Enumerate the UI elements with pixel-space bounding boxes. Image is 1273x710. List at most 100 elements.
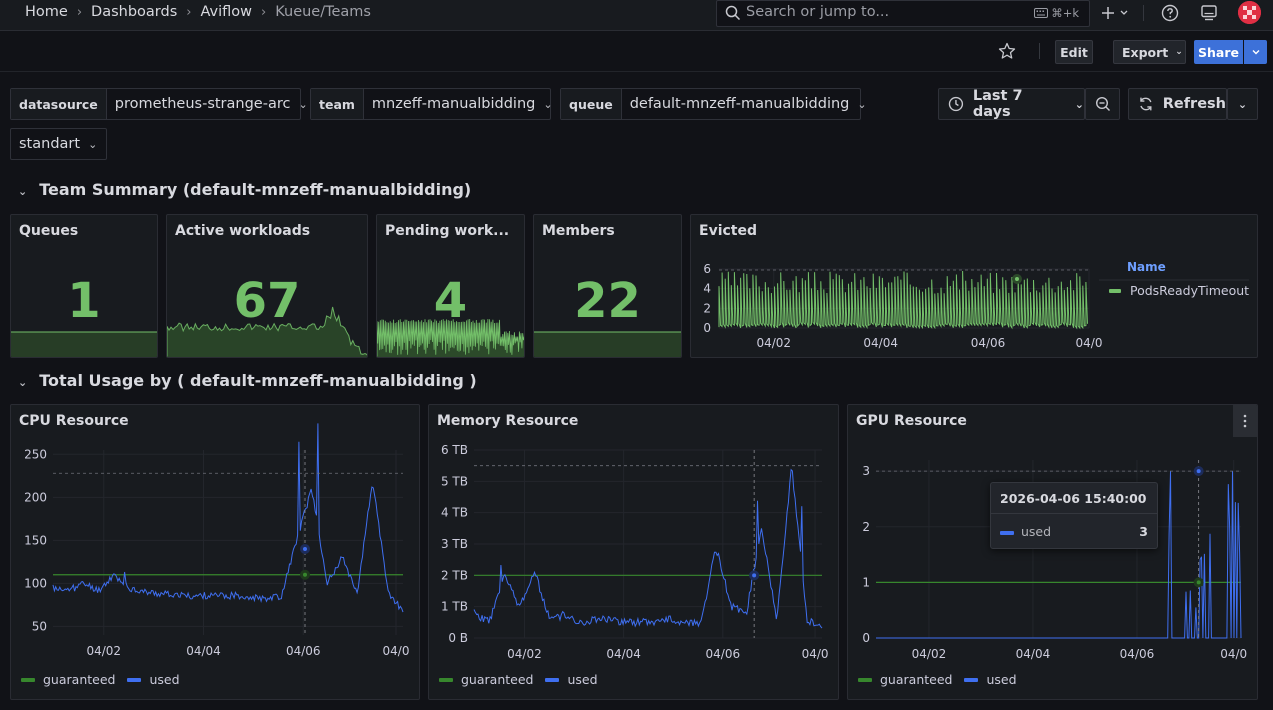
y-tick-label: 2 — [862, 520, 870, 534]
breadcrumb-home[interactable]: Home — [25, 4, 68, 20]
news-button[interactable] — [1200, 4, 1218, 26]
chevron-down-icon: ⌄ — [1175, 47, 1183, 57]
star-button[interactable] — [998, 42, 1016, 64]
legend-label: guaranteed — [43, 672, 116, 687]
x-tick-label: 04/04 — [186, 644, 221, 658]
x-tick-label: 04/0 — [802, 647, 829, 661]
more-vertical-icon — [1243, 414, 1247, 428]
panel-menu-button[interactable] — [1233, 405, 1257, 437]
panel-pending-workloads[interactable]: Pending work... 4 — [376, 214, 525, 358]
variable-value: prometheus-strange-arc — [114, 96, 291, 112]
help-button[interactable] — [1161, 4, 1179, 26]
export-label: Export — [1122, 44, 1169, 60]
legend-item-podsreadytimeout[interactable]: PodsReadyTimeout — [1130, 283, 1249, 298]
refresh-button[interactable]: Refresh — [1128, 88, 1227, 120]
refresh-interval-button[interactable]: ⌄ — [1227, 88, 1258, 120]
sparkline-area — [377, 318, 524, 357]
panel-title: Evicted — [699, 223, 757, 239]
chevron-down-icon: ⌄ — [88, 137, 98, 151]
panel-queues[interactable]: Queues 1 — [10, 214, 158, 358]
panel-memory-resource[interactable]: Memory Resource 0 B 1 TB 2 TB 3 TB 4 TB 5 TB 6… — [428, 404, 839, 700]
legend-swatch — [545, 677, 560, 682]
panel-gpu-resource[interactable]: GPU Resource 0 1 2 3 04/02 04/04 04/06 04/0 gua… — [847, 404, 1258, 700]
panel-cpu-resource[interactable]: CPU Resource 50 100 150 200 250 04/02 04/04 04/… — [10, 404, 420, 700]
tooltip-value: 3 — [1139, 524, 1148, 539]
legend-label: used — [149, 672, 180, 687]
panel-title: Active workloads — [175, 223, 311, 239]
variable-datasource[interactable]: datasource prometheus-strange-arc ⌄ — [10, 88, 308, 120]
x-tick-label: 04/0 — [383, 644, 410, 658]
panel-members[interactable]: Members 22 — [533, 214, 682, 358]
chevron-down-icon: ⌄ — [18, 376, 28, 389]
time-range-picker[interactable]: Last 7 days ⌄ — [938, 88, 1085, 120]
x-tick-label: 04/06 — [971, 336, 1006, 350]
x-tick-label: 04/0 — [1220, 647, 1247, 661]
chevron-down-icon — [1252, 50, 1259, 55]
x-tick-label: 04/02 — [86, 644, 121, 658]
y-tick-label: 5 TB — [441, 474, 468, 488]
time-range-label: Last 7 days — [972, 88, 1023, 120]
y-tick-label: 250 — [24, 447, 47, 461]
panel-title: Pending work... — [385, 223, 510, 239]
chevron-down-icon: ⌄ — [543, 97, 553, 111]
refresh-label: Refresh — [1162, 96, 1226, 112]
chevron-down-icon: ⌄ — [1074, 97, 1084, 111]
chart-tooltip: 2026-04-06 15:40:00 used 3 — [990, 482, 1158, 549]
x-tick-label: 04/06 — [286, 644, 321, 658]
legend-item-guaranteed[interactable]: guaranteed — [21, 672, 115, 687]
zoom-out-button[interactable] — [1085, 88, 1120, 120]
y-tick-label: 6 — [703, 262, 711, 276]
panel-active-workloads[interactable]: Active workloads 67 — [166, 214, 368, 358]
clock-icon — [948, 96, 964, 112]
toolbar-divider — [1039, 43, 1040, 59]
y-tick-label: 0 B — [448, 631, 468, 645]
panel-evicted[interactable]: Evicted 0 2 4 6 04/02 04/04 04/06 04/0 Name Pod… — [690, 214, 1258, 358]
y-tick-label: 100 — [24, 576, 47, 590]
legend-item-guaranteed[interactable]: guaranteed — [858, 672, 952, 687]
variable-value: mnzeff-manualbidding — [371, 96, 536, 112]
share-button[interactable]: Share — [1194, 40, 1243, 64]
hover-point — [1193, 466, 1204, 477]
legend-item-used[interactable]: used — [964, 672, 1017, 687]
shortcut-text: ⌘+k — [1051, 6, 1079, 20]
variable-queue[interactable]: queue default-mnzeff-manualbidding ⌄ — [560, 88, 867, 120]
search-bar[interactable]: Search or jump to... ⌘+k — [716, 0, 1090, 27]
user-avatar[interactable] — [1238, 1, 1261, 24]
add-new-button[interactable] — [1101, 4, 1131, 26]
variable-team[interactable]: team mnzeff-manualbidding ⌄ — [310, 88, 553, 120]
variable-standart[interactable]: standart ⌄ — [10, 128, 107, 160]
legend-item-used[interactable]: used — [127, 672, 180, 687]
x-tick-label: 04/04 — [863, 336, 898, 350]
stat-value: 4 — [433, 273, 468, 329]
row-team-summary[interactable]: ⌄ Team Summary (default-mnzeff-manualbidd… — [18, 180, 471, 199]
sparkline — [377, 318, 524, 357]
x-tick-label: 04/02 — [912, 647, 947, 661]
legend-swatch — [439, 677, 453, 682]
variable-value: default-mnzeff-manualbidding — [629, 96, 850, 112]
edit-button[interactable]: Edit — [1055, 40, 1093, 64]
monitor-icon — [1201, 5, 1217, 21]
breadcrumb-aviflow[interactable]: Aviflow — [200, 4, 253, 20]
breadcrumb: Home › Dashboards › Aviflow › Kueue/Team… — [25, 4, 371, 20]
panel-title: GPU Resource — [856, 413, 967, 429]
y-tick-label: 4 TB — [441, 506, 468, 520]
export-button[interactable]: Export ⌄ — [1113, 40, 1186, 64]
hover-point — [1193, 577, 1204, 588]
hover-point — [300, 569, 310, 580]
panel-title: Memory Resource — [437, 413, 579, 429]
tooltip-series: used — [1021, 524, 1052, 539]
hover-point — [1012, 274, 1022, 284]
sparkline — [534, 331, 681, 357]
row-title: Total Usage by ( default-mnzeff-manualbi… — [39, 371, 477, 390]
legend-header: Name — [1127, 260, 1166, 274]
legend-item-guaranteed[interactable]: guaranteed — [439, 672, 533, 687]
legend-item-used[interactable]: used — [545, 672, 598, 687]
breadcrumb-dashboards[interactable]: Dashboards — [91, 4, 178, 20]
legend-swatch — [21, 677, 35, 682]
breadcrumb-current: Kueue/Teams — [275, 4, 371, 20]
row-total-usage[interactable]: ⌄ Total Usage by ( default-mnzeff-manualb… — [18, 371, 477, 390]
legend-label: used — [567, 672, 598, 687]
legend-swatch — [127, 677, 142, 682]
panel-title: Queues — [19, 223, 79, 239]
share-menu-button[interactable] — [1244, 40, 1267, 64]
